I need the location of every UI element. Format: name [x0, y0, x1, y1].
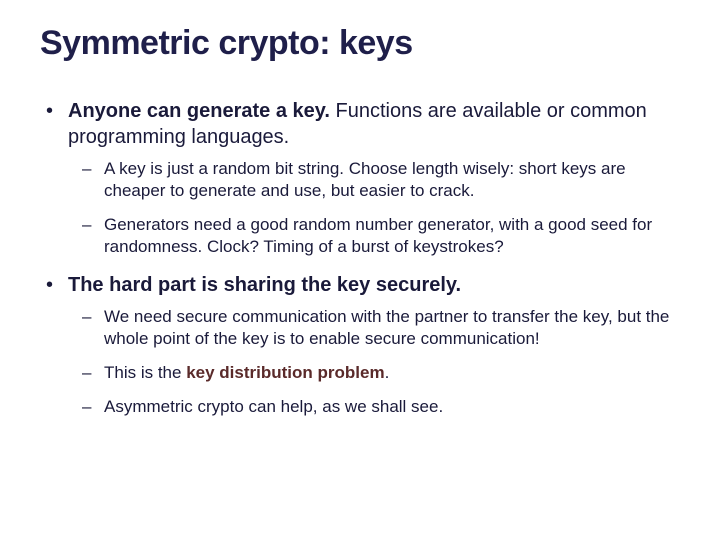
sub-bullet-list: A key is just a random bit string. Choos… — [68, 158, 680, 258]
bullet-lead: The hard part is sharing the key securel… — [68, 274, 461, 296]
key-distribution-emph: key distribution problem — [186, 363, 384, 382]
bullet-item: Anyone can generate a key. Functions are… — [40, 99, 680, 259]
sub-bullet-item: Asymmetric crypto can help, as we shall … — [68, 396, 680, 418]
bullet-item: The hard part is sharing the key securel… — [40, 273, 680, 419]
sub-bullet-item: This is the key distribution problem. — [68, 362, 680, 384]
sub-bullet-prefix: This is the — [104, 363, 186, 382]
bullet-lead: Anyone can generate a key. — [68, 100, 330, 122]
sub-bullet-list: We need secure communication with the pa… — [68, 306, 680, 418]
sub-bullet-suffix: . — [385, 363, 390, 382]
sub-bullet-item: A key is just a random bit string. Choos… — [68, 158, 680, 202]
sub-bullet-item: We need secure communication with the pa… — [68, 306, 680, 350]
slide-title: Symmetric crypto: keys — [40, 24, 680, 63]
bullet-list: Anyone can generate a key. Functions are… — [40, 99, 680, 419]
sub-bullet-item: Generators need a good random number gen… — [68, 214, 680, 258]
slide: Symmetric crypto: keys Anyone can genera… — [0, 0, 720, 540]
